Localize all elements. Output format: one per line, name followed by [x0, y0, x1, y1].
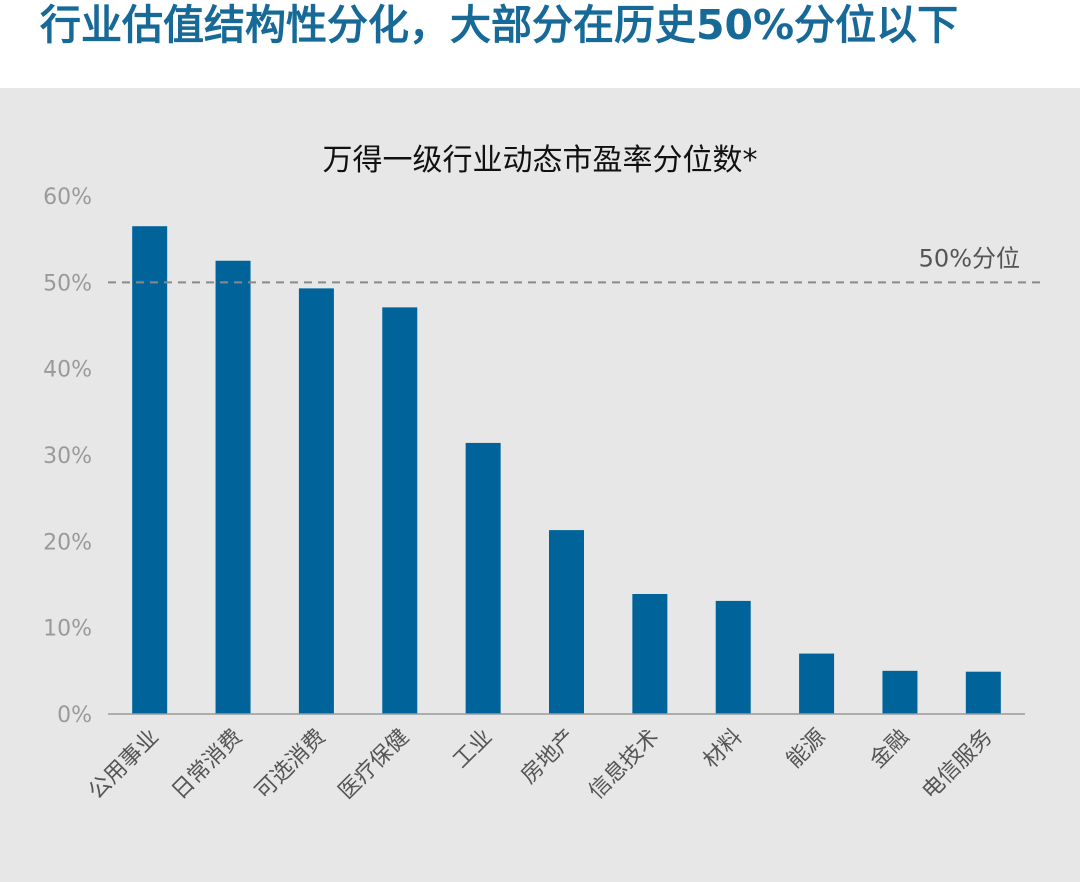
x-tick-label: 公用事业 [84, 725, 164, 805]
bar [299, 288, 334, 714]
x-axis: 公用事业 日常消费 可选消费 医疗保健 工业 房地产 信息技术 材料 能源 金融 电信服务 [84, 714, 1025, 804]
x-tick-label: 房地产 [516, 725, 580, 789]
y-tick-label: 50% [43, 271, 92, 296]
x-tick-label: 信息技术 [584, 725, 664, 805]
chart-title: 万得一级行业动态市盈率分位数* [323, 143, 758, 178]
bar [466, 443, 501, 714]
bar [716, 601, 751, 714]
y-axis: 0% 10% 20% 30% 40% 50% 60% [43, 185, 92, 728]
y-tick-label: 30% [43, 444, 92, 469]
bar-chart: 万得一级行业动态市盈率分位数* 0% 10% 20% 30% 40% 50% 60% 公用事… [0, 88, 1080, 882]
y-tick-label: 0% [57, 703, 92, 728]
bars [132, 226, 1001, 714]
y-tick-label: 20% [43, 530, 92, 555]
reference-line-label: 50%分位 [919, 244, 1020, 272]
x-tick-label: 金融 [865, 725, 914, 774]
x-tick-label: 电信服务 [918, 725, 998, 805]
bar [882, 671, 917, 714]
x-tick-label: 日常消费 [167, 725, 247, 805]
x-tick-label: 工业 [449, 725, 498, 774]
bar [549, 530, 584, 714]
y-tick-label: 10% [43, 617, 92, 642]
x-tick-label: 材料 [699, 725, 748, 774]
chart-panel: 万得一级行业动态市盈率分位数* 0% 10% 20% 30% 40% 50% 60% 公用事… [0, 88, 1080, 882]
page-headline: 行业估值结构性分化，大部分在历史50%分位以下 [40, 0, 1060, 60]
x-tick-label: 可选消费 [251, 725, 331, 805]
x-tick-label: 医疗保健 [334, 725, 414, 805]
x-tick-label: 能源 [782, 725, 831, 774]
bar [632, 594, 667, 714]
bar [216, 261, 251, 714]
bar [382, 307, 417, 714]
y-tick-label: 60% [43, 185, 92, 210]
bar [132, 226, 167, 714]
bar [799, 654, 834, 714]
bar [966, 672, 1001, 714]
y-tick-label: 40% [43, 358, 92, 383]
